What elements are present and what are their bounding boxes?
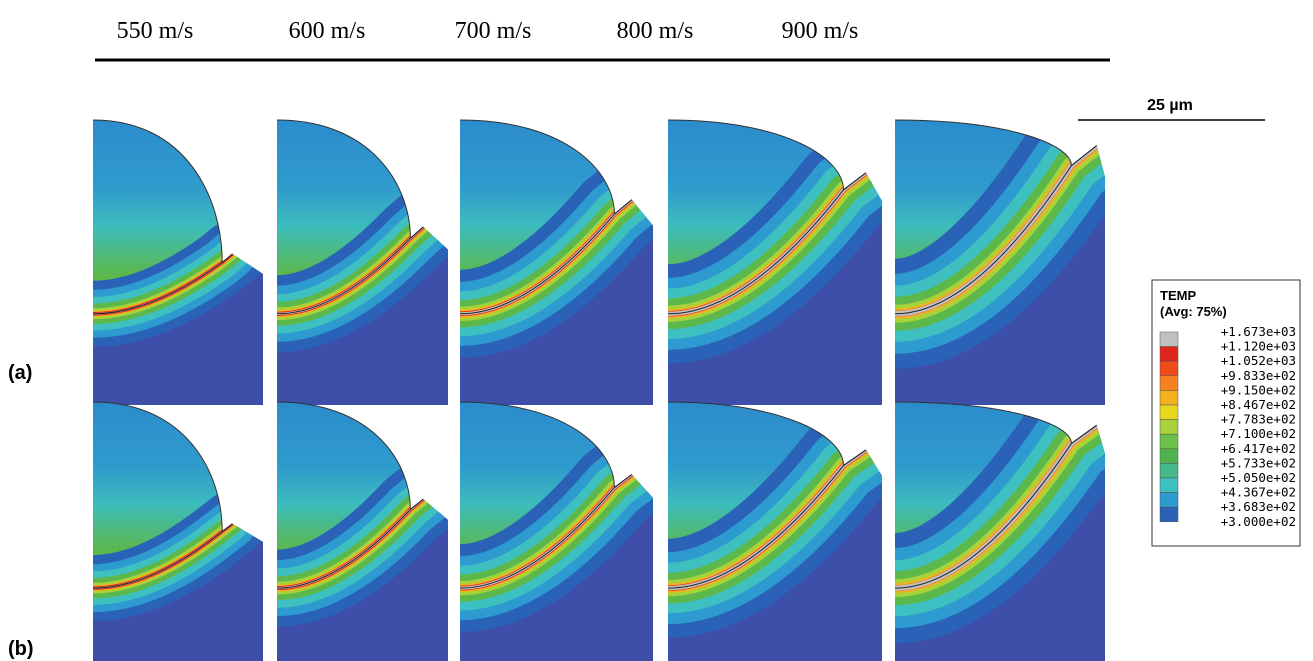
legend-swatch [1160, 507, 1178, 522]
legend-label: +4.367e+02 [1221, 485, 1296, 500]
legend-swatch [1160, 376, 1178, 391]
legend-swatch [1160, 478, 1178, 493]
contour-fill [460, 402, 653, 661]
legend-label: +1.120e+03 [1221, 339, 1296, 354]
legend-swatch [1160, 463, 1178, 478]
legend-subtitle: (Avg: 75%) [1160, 304, 1227, 319]
legend-label: +8.467e+02 [1221, 397, 1296, 412]
contour-fill [895, 120, 1105, 405]
legend-swatch [1160, 420, 1178, 435]
legend-label: +9.833e+02 [1221, 368, 1296, 383]
contour-fill [668, 402, 882, 661]
legend-label: +9.150e+02 [1221, 382, 1296, 397]
legend-label: +1.052e+03 [1221, 353, 1296, 368]
legend-swatch [1160, 332, 1178, 347]
row-label: (b) [8, 638, 34, 660]
contour-fill [93, 402, 263, 661]
figure: 25 µm (a) (b) TEMP (Avg: 75%) +1.673e+03… [0, 0, 1313, 661]
column-label: 800 m/s [617, 18, 694, 44]
legend-label: +7.783e+02 [1221, 412, 1296, 427]
scale-label: 25 µm [1147, 97, 1193, 114]
legend-label: +1.673e+03 [1221, 324, 1296, 339]
legend-swatch [1160, 361, 1178, 376]
column-label: 600 m/s [289, 18, 366, 44]
contour-fill [93, 120, 263, 405]
legend-label: +5.050e+02 [1221, 470, 1296, 485]
legend-label: +5.733e+02 [1221, 455, 1296, 470]
legend: TEMP (Avg: 75%) +1.673e+03+1.120e+03+1.0… [1152, 280, 1300, 546]
column-label: 900 m/s [782, 18, 859, 44]
contour-panel [668, 120, 882, 405]
legend-swatch [1160, 390, 1178, 405]
contour-panel [93, 402, 263, 661]
column-label: 700 m/s [455, 18, 532, 44]
legend-label: +7.100e+02 [1221, 426, 1296, 441]
legend-swatch [1160, 347, 1178, 362]
contour-panel [895, 402, 1105, 661]
row-label: (a) [8, 362, 32, 384]
legend-swatch [1160, 449, 1178, 464]
contour-fill [277, 402, 448, 661]
legend-label: +3.000e+02 [1221, 514, 1296, 529]
legend-swatch [1160, 405, 1178, 420]
legend-title: TEMP [1160, 288, 1196, 303]
contour-fill [895, 402, 1105, 661]
contour-fill [277, 120, 448, 405]
column-label: 550 m/s [117, 18, 194, 44]
legend-label: +3.683e+02 [1221, 499, 1296, 514]
contour-panel [93, 120, 263, 405]
contour-panel [277, 120, 448, 405]
contour-panel [460, 120, 653, 405]
contour-fill [460, 120, 653, 405]
contour-panel [277, 402, 448, 661]
contour-panel [460, 402, 653, 661]
contour-fill [668, 120, 882, 405]
legend-swatch [1160, 493, 1178, 508]
contour-panel [668, 402, 882, 661]
legend-label: +6.417e+02 [1221, 441, 1296, 456]
legend-swatch [1160, 434, 1178, 449]
contour-panel [895, 120, 1105, 405]
